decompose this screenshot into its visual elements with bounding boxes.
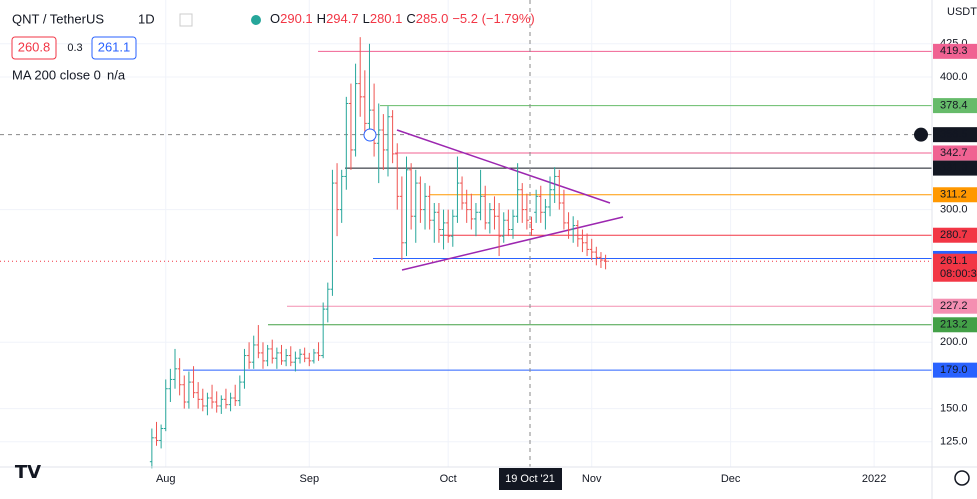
crosshair-point: [363, 128, 377, 142]
level-label: 213.2: [940, 319, 968, 331]
level-label: 227.2: [940, 300, 968, 312]
ohlc-value: 294.7: [326, 11, 359, 26]
x-tick-label: Aug: [156, 473, 176, 485]
level-label-box: [933, 227, 977, 243]
x-tick-label: Dec: [721, 473, 741, 485]
ohlc-label: O: [270, 11, 280, 26]
x-tick-label: Nov: [582, 473, 602, 485]
crosshair-x-box: [499, 468, 562, 490]
ohlc-label: L: [363, 11, 370, 26]
settings-icon[interactable]: [954, 470, 970, 486]
level-label-box: [933, 298, 977, 314]
icon[interactable]: [179, 13, 193, 27]
level-label-box: [933, 160, 977, 176]
y-tick-label: 150.0: [940, 403, 968, 415]
x-tick-label: Sep: [299, 473, 319, 485]
crosshair-y-label: 356.5: [940, 129, 968, 141]
level-label: 331.3: [940, 162, 968, 174]
logo[interactable]: 𝗧𝗩: [15, 462, 41, 482]
change: −5.2 (−1.79%): [452, 11, 534, 26]
level-label-box: [933, 43, 977, 59]
add-alert-icon[interactable]: [914, 127, 928, 142]
currency-label[interactable]: USDT: [947, 6, 977, 18]
ohlc-value: 290.1: [280, 11, 313, 26]
x-tick-label: Oct: [440, 473, 457, 485]
level-label: 378.4: [940, 100, 968, 112]
interval[interactable]: 1D: [138, 11, 155, 26]
countdown: 08:00:3: [940, 268, 977, 280]
level-label: 342.7: [940, 147, 968, 159]
symbol[interactable]: QNT / TetherUS: [12, 11, 104, 26]
level-label-box: [933, 98, 977, 114]
level-label-box: [933, 145, 977, 161]
ohlc-values: O290.1 H294.7 L280.1 C285.0 −5.2 (−1.79%): [270, 11, 535, 26]
level-label-box: [933, 253, 977, 282]
level-label: 280.7: [940, 229, 968, 241]
y-tick-label: 125.0: [940, 436, 968, 448]
level-label: 179.0: [940, 364, 968, 376]
sell-price[interactable]: 260.8: [18, 39, 51, 54]
crosshair-x-label: 19 Oct '21: [505, 473, 555, 485]
y-tick-label: 300.0: [940, 204, 968, 216]
level-label: 419.3: [940, 45, 968, 57]
level-label: 311.2: [940, 189, 967, 201]
status-dot: [251, 15, 261, 25]
ohlc-value: 280.1: [370, 11, 403, 26]
spread: 0.3: [67, 42, 82, 54]
indicator-value: n/a: [107, 67, 126, 82]
trend-line[interactable]: [401, 216, 624, 271]
level-label: 261.1: [940, 255, 968, 267]
level-label-box: [933, 362, 977, 378]
trend-line[interactable]: [396, 129, 611, 204]
ohlc-label: H: [317, 11, 326, 26]
sell-button[interactable]: [11, 36, 57, 60]
buy-button[interactable]: [91, 36, 137, 60]
ohlc-label: C: [406, 11, 415, 26]
level-label-box: [933, 317, 977, 333]
indicator[interactable]: MA 200 close 0: [12, 67, 101, 82]
y-tick-label: 200.0: [940, 336, 968, 348]
x-tick-label: 2022: [862, 473, 886, 485]
ohlc-value: 285.0: [416, 11, 449, 26]
buy-price[interactable]: 261.1: [98, 39, 131, 54]
y-tick-label: 400.0: [940, 71, 968, 83]
crosshair-y-box: [933, 127, 977, 143]
level-label-box: [933, 187, 977, 203]
